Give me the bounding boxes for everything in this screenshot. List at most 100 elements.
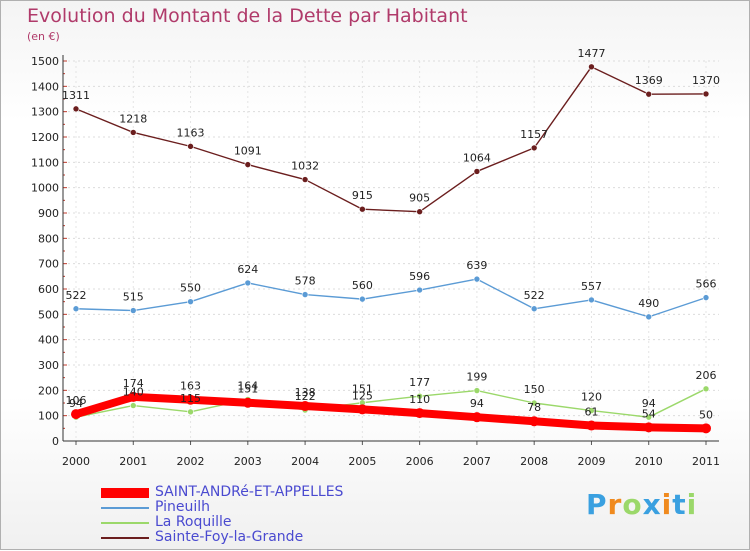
x-tick-label-2008: 2008 xyxy=(520,455,548,468)
data-label-la-roquille-2009: 120 xyxy=(581,391,602,404)
data-label-la-roquille-2008: 150 xyxy=(524,383,545,396)
logo-letter: r xyxy=(607,488,623,521)
logo-letter: i xyxy=(686,488,698,521)
data-label-saint-andr-et-appelles-2005: 125 xyxy=(352,389,373,402)
legend-swatch-saint-andr-et-appelles xyxy=(101,487,149,498)
data-label-la-roquille-2006: 177 xyxy=(409,376,430,389)
data-point-saint-andr-et-appelles-2001 xyxy=(128,391,139,402)
data-point-saint-andr-et-appelles-2002 xyxy=(185,394,196,405)
data-label-sainte-foy-la-grande-2011: 1370 xyxy=(692,74,720,87)
logo-letter: o xyxy=(622,488,643,521)
data-point-sainte-foy-la-grande-2003 xyxy=(244,161,252,168)
data-label-sainte-foy-la-grande-2003: 1091 xyxy=(234,145,262,158)
data-label-saint-andr-et-appelles-2000: 106 xyxy=(66,394,87,407)
data-label-pineuilh-2005: 560 xyxy=(352,279,373,292)
data-label-pineuilh-2000: 522 xyxy=(66,289,87,302)
data-point-saint-andr-et-appelles-2003 xyxy=(242,397,253,408)
data-label-saint-andr-et-appelles-2009: 61 xyxy=(584,406,598,419)
logo-letter: t xyxy=(672,488,687,521)
data-label-saint-andr-et-appelles-2007: 94 xyxy=(470,397,484,410)
data-point-pineuilh-2011 xyxy=(702,294,710,301)
data-label-pineuilh-2007: 639 xyxy=(466,259,487,272)
data-label-sainte-foy-la-grande-2005: 915 xyxy=(352,189,373,202)
data-point-la-roquille-2006 xyxy=(416,392,423,400)
legend-label-la-roquille: La Roquille xyxy=(155,514,232,530)
y-tick-label-700: 700 xyxy=(38,258,59,271)
data-label-sainte-foy-la-grande-2008: 1157 xyxy=(520,128,548,141)
data-point-saint-andr-et-appelles-2008 xyxy=(529,416,540,427)
data-label-la-roquille-2000: 94 xyxy=(69,397,83,410)
logo-letter: x xyxy=(642,488,662,521)
y-tick-label-400: 400 xyxy=(38,334,59,347)
data-label-saint-andr-et-appelles-2006: 110 xyxy=(409,393,430,406)
data-point-la-roquille-2007 xyxy=(473,387,481,394)
data-label-pineuilh-2010: 490 xyxy=(638,297,659,310)
data-label-saint-andr-et-appelles-2004: 138 xyxy=(295,386,316,399)
data-label-pineuilh-2004: 578 xyxy=(295,275,316,288)
data-label-la-roquille-2002: 115 xyxy=(180,392,201,405)
y-tick-label-1100: 1100 xyxy=(31,156,59,169)
data-point-pineuilh-2008 xyxy=(530,305,538,313)
x-tick-label-2005: 2005 xyxy=(348,455,376,468)
logo-letter: i xyxy=(661,488,673,521)
data-label-pineuilh-2002: 550 xyxy=(180,282,201,295)
data-label-pineuilh-2008: 522 xyxy=(524,289,545,302)
y-tick-label-300: 300 xyxy=(38,359,59,372)
data-point-sainte-foy-la-grande-2004 xyxy=(301,176,309,183)
legend-swatch-sainte-foy-la-grande xyxy=(101,536,149,539)
y-tick-label-1300: 1300 xyxy=(31,106,59,119)
data-label-sainte-foy-la-grande-2004: 1032 xyxy=(291,160,319,173)
data-label-saint-andr-et-appelles-2010: 54 xyxy=(642,407,656,420)
data-point-sainte-foy-la-grande-2005 xyxy=(359,205,366,213)
data-point-pineuilh-2009 xyxy=(588,296,595,304)
data-label-sainte-foy-la-grande-2010: 1369 xyxy=(635,74,663,87)
y-tick-label-800: 800 xyxy=(38,232,59,245)
data-point-pineuilh-2006 xyxy=(416,286,423,294)
data-point-sainte-foy-la-grande-2008 xyxy=(530,144,538,152)
x-tick-label-2004: 2004 xyxy=(291,455,319,468)
data-point-pineuilh-2000 xyxy=(72,305,80,313)
data-label-sainte-foy-la-grande-2002: 1163 xyxy=(177,126,205,139)
data-label-la-roquille-2001: 140 xyxy=(123,386,144,399)
x-tick-label-2011: 2011 xyxy=(692,455,720,468)
data-label-saint-andr-et-appelles-2003: 151 xyxy=(237,383,258,396)
data-label-saint-andr-et-appelles-2011: 50 xyxy=(699,408,713,421)
data-point-sainte-foy-la-grande-2007 xyxy=(473,168,481,175)
proxiti-logo: Proxiti xyxy=(586,488,697,521)
logo-letter: P xyxy=(586,488,608,521)
data-point-sainte-foy-la-grande-2011 xyxy=(702,90,710,98)
data-point-pineuilh-2003 xyxy=(244,279,252,287)
data-label-saint-andr-et-appelles-2002: 163 xyxy=(180,380,201,393)
data-point-sainte-foy-la-grande-2002 xyxy=(187,143,194,150)
legend-item-saint-andr-et-appelles: SAINT-ANDRé-ET-APPELLES xyxy=(101,485,343,500)
data-label-sainte-foy-la-grande-2007: 1064 xyxy=(463,151,491,164)
data-label-pineuilh-2001: 515 xyxy=(123,291,144,304)
y-tick-label-1400: 1400 xyxy=(31,80,59,93)
data-point-sainte-foy-la-grande-2001 xyxy=(129,129,137,136)
legend-item-sainte-foy-la-grande: Sainte-Foy-la-Grande xyxy=(101,530,343,545)
legend-swatch-la-roquille xyxy=(101,521,149,524)
data-label-sainte-foy-la-grande-2000: 1311 xyxy=(62,89,90,102)
legend-swatch-pineuilh xyxy=(101,506,149,509)
y-tick-label-100: 100 xyxy=(38,410,59,423)
data-label-pineuilh-2011: 566 xyxy=(696,278,717,291)
series-line-saint-andr-et-appelles xyxy=(72,392,710,433)
y-tick-label-900: 900 xyxy=(38,207,59,220)
data-point-la-roquille-2010 xyxy=(645,413,653,421)
data-label-la-roquille-2010: 94 xyxy=(642,397,656,410)
data-label-sainte-foy-la-grande-2006: 905 xyxy=(409,192,430,205)
data-point-la-roquille-2002 xyxy=(187,408,194,416)
data-point-sainte-foy-la-grande-2000 xyxy=(72,105,80,113)
chart-legend: SAINT-ANDRé-ET-APPELLES Pineuilh La Roquil… xyxy=(101,485,343,545)
data-point-sainte-foy-la-grande-2006 xyxy=(416,208,423,216)
data-point-pineuilh-2010 xyxy=(645,313,653,321)
data-label-la-roquille-2005: 151 xyxy=(352,383,373,396)
y-tick-label-600: 600 xyxy=(38,283,59,296)
data-point-saint-andr-et-appelles-2011 xyxy=(701,423,711,434)
data-point-pineuilh-2005 xyxy=(359,295,366,303)
data-point-saint-andr-et-appelles-2004 xyxy=(300,401,311,412)
x-tick-label-2000: 2000 xyxy=(62,455,90,468)
legend-item-pineuilh: Pineuilh xyxy=(101,500,343,515)
legend-label-pineuilh: Pineuilh xyxy=(155,499,211,515)
